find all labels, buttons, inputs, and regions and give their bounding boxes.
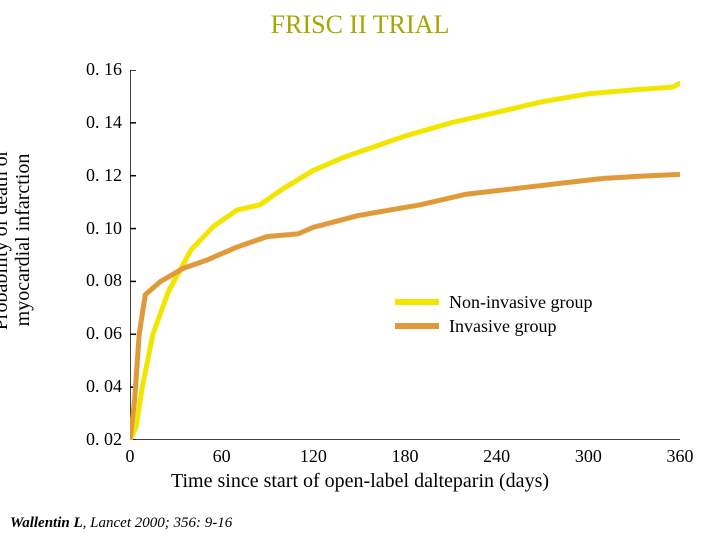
legend-item: Invasive group	[395, 314, 592, 338]
legend-item: Non-invasive group	[395, 290, 592, 314]
citation-author: Wallentin L	[10, 515, 83, 531]
chart-svg	[130, 70, 680, 440]
legend-label: Non-invasive group	[449, 292, 592, 313]
legend-swatch	[395, 299, 439, 305]
legend-swatch	[395, 323, 439, 329]
chart-plot-area	[130, 70, 680, 440]
y-tick-label: 0. 16	[72, 59, 122, 80]
x-tick-label: 360	[655, 446, 705, 467]
x-tick-label: 120	[288, 446, 338, 467]
x-tick-label: 0	[105, 446, 155, 467]
chart-legend: Non-invasive group Invasive group	[395, 290, 592, 338]
y-tick-label: 0. 06	[72, 323, 122, 344]
x-tick-label: 180	[380, 446, 430, 467]
chart-title: FRISC II TRIAL	[0, 10, 720, 40]
y-tick-label: 0. 12	[72, 165, 122, 186]
y-axis-label: Probability of death ormyocardial infarc…	[0, 150, 34, 331]
y-tick-label: 0. 04	[72, 376, 122, 397]
x-tick-label: 240	[472, 446, 522, 467]
citation-rest: , Lancet 2000; 356: 9-16	[83, 515, 233, 531]
y-tick-label: 0. 08	[72, 270, 122, 291]
x-tick-label: 60	[197, 446, 247, 467]
series-line	[130, 83, 680, 440]
x-axis-label: Time since start of open-label daltepari…	[0, 470, 720, 493]
x-tick-label: 300	[563, 446, 613, 467]
y-tick-label: 0. 10	[72, 218, 122, 239]
y-tick-label: 0. 14	[72, 112, 122, 133]
citation: Wallentin L, Lancet 2000; 356: 9-16	[10, 515, 232, 532]
legend-label: Invasive group	[449, 316, 556, 337]
